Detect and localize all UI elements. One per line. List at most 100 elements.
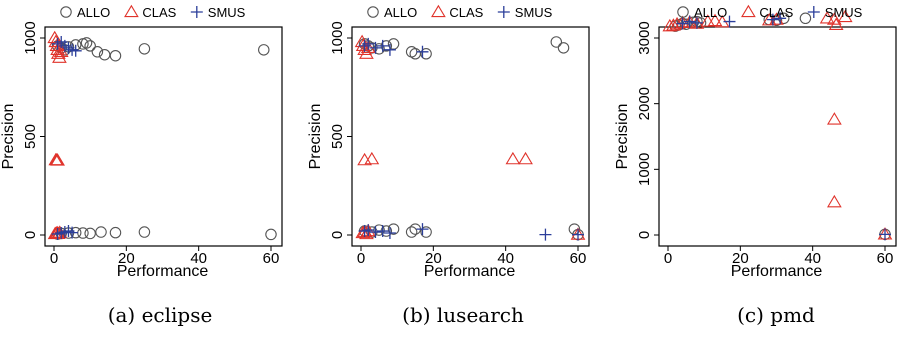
- x-tick-label: 20: [425, 250, 442, 267]
- x-tick-label: 60: [570, 250, 587, 267]
- allo-point: [799, 12, 812, 25]
- smus-point: [683, 15, 696, 28]
- smus-point: [376, 39, 389, 52]
- legend-smus-marker: [497, 6, 510, 18]
- clas-point: [827, 12, 842, 25]
- x-axis-title: Performance: [731, 263, 823, 280]
- y-tick-label: 500: [329, 124, 346, 149]
- x-axis-title: Performance: [117, 263, 209, 280]
- legend-clas-label: CLAS: [142, 5, 176, 20]
- allo-point: [550, 36, 563, 48]
- series-allo: [669, 12, 891, 241]
- clas-point: [505, 151, 521, 165]
- clas-point: [50, 153, 65, 166]
- plot-frame: [658, 26, 897, 247]
- y-tick-label: 1000: [22, 21, 39, 54]
- subfigure-caption: (b) lusearch: [402, 303, 524, 327]
- allo-point: [80, 37, 93, 49]
- clas-point: [828, 17, 844, 31]
- x-tick-label: 60: [263, 250, 280, 267]
- legend-clas-label: CLAS: [449, 5, 483, 20]
- series-smus: [676, 12, 891, 241]
- x-tick-label: 20: [732, 250, 749, 267]
- clas-point: [355, 225, 371, 239]
- smus-point: [362, 37, 375, 50]
- allo-point: [387, 223, 400, 235]
- y-tick-label: 3000: [636, 21, 653, 54]
- subfigure-caption: (a) eclipse: [108, 303, 213, 327]
- smus-point: [383, 43, 396, 56]
- x-tick-label: 0: [664, 250, 672, 267]
- series-allo: [51, 37, 277, 241]
- y-tick-label: 500: [22, 124, 39, 149]
- plot-frame: [351, 26, 590, 247]
- allo-point: [557, 42, 570, 54]
- legend-smus-label: SMUS: [515, 5, 553, 20]
- clas-point: [837, 9, 853, 23]
- allo-point: [420, 48, 432, 60]
- x-tick-label: 20: [118, 250, 135, 267]
- allo-point: [409, 48, 421, 60]
- series-clas: [47, 30, 69, 240]
- y-axis-title: Precision: [307, 104, 324, 170]
- allo-point: [77, 38, 89, 50]
- allo-point: [770, 14, 783, 27]
- legend-clas-marker: [431, 4, 446, 18]
- smus-point: [879, 228, 891, 241]
- y-tick-label: 0: [22, 231, 39, 239]
- series-clas: [662, 9, 893, 240]
- legend-smus-marker: [807, 6, 820, 18]
- allo-point: [95, 226, 107, 238]
- smus-point: [572, 228, 584, 241]
- smus-point: [383, 227, 396, 240]
- y-tick-label: 1000: [329, 21, 346, 54]
- allo-point: [373, 43, 385, 55]
- clas-point: [357, 152, 372, 166]
- clas-point: [707, 13, 723, 27]
- clas-point: [827, 194, 842, 208]
- smus-point: [690, 16, 703, 29]
- legend-allo-label: ALLO: [77, 5, 110, 20]
- allo-point: [258, 44, 270, 56]
- allo-point: [109, 49, 122, 62]
- subfigure-caption: (c) pmd: [737, 303, 815, 327]
- smus-point: [369, 226, 382, 239]
- allo-point: [265, 228, 277, 241]
- allo-point: [387, 38, 400, 50]
- smus-point: [774, 12, 787, 25]
- legend-allo-marker: [367, 6, 379, 18]
- allo-point: [84, 227, 96, 240]
- y-tick-label: 1000: [636, 153, 653, 186]
- smus-point: [539, 228, 552, 241]
- series-smus: [358, 37, 584, 241]
- clas-point: [354, 34, 370, 48]
- series-smus: [51, 35, 82, 241]
- clas-point: [50, 46, 66, 59]
- legend-allo-label: ALLO: [384, 5, 417, 20]
- smus-point: [69, 44, 82, 57]
- clas-point: [666, 18, 681, 31]
- allo-point: [138, 226, 151, 238]
- clas-point: [518, 151, 533, 165]
- legend-allo-label: ALLO: [694, 5, 727, 20]
- x-tick-label: 40: [497, 250, 514, 267]
- smus-point: [416, 45, 429, 58]
- y-axis-title: Precision: [614, 104, 631, 170]
- x-tick-label: 40: [804, 250, 821, 267]
- legend-smus-label: SMUS: [825, 5, 863, 20]
- smus-point: [723, 15, 736, 28]
- allo-point: [109, 226, 122, 239]
- chart-panel-3: 0 20 40 60 Performance 0 1000 2000 3000 Precision…: [614, 4, 897, 327]
- y-tick-label: 0: [329, 231, 346, 239]
- y-tick-label: 2000: [636, 87, 653, 120]
- allo-point: [91, 46, 104, 58]
- legend-smus-marker: [190, 6, 203, 18]
- x-tick-label: 0: [50, 250, 58, 267]
- legend-smus-label: SMUS: [208, 5, 246, 20]
- clas-point: [827, 112, 842, 125]
- legend-allo-marker: [60, 6, 72, 18]
- smus-point: [416, 223, 429, 236]
- smus-point: [66, 226, 79, 239]
- allo-point: [138, 43, 151, 55]
